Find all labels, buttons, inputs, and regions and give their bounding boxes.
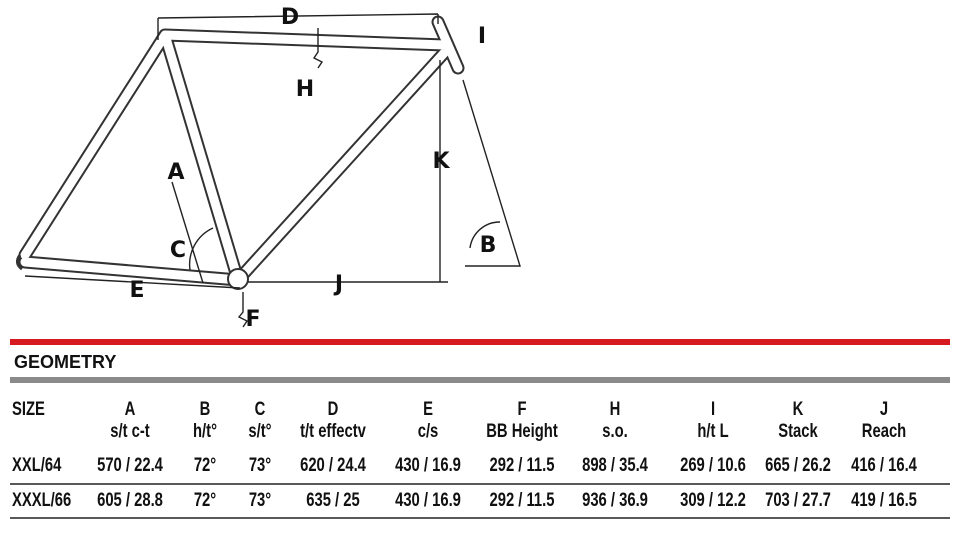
column-letter: F [517,398,526,419]
column-letter: E [423,398,433,419]
table-cell: 605 / 28.8 [97,489,163,510]
diagram-label: H [296,77,314,102]
table-cell: 570 / 22.4 [97,454,163,475]
table-cell: 419 / 16.5 [851,489,917,510]
red-rule [10,339,950,345]
column-label: Reach [862,420,906,441]
diagram-label: B [480,233,497,258]
table-cell: 665 / 26.2 [765,454,831,475]
diagram-label: K [432,149,450,174]
table-cell: 635 / 25 [306,489,359,510]
column-letter: B [200,398,211,419]
column-label: Stack [778,420,818,441]
column-label: s.o. [602,420,627,441]
table-cell: 936 / 36.9 [582,489,648,510]
diagram-label: F [245,307,260,332]
table-cell: 430 / 16.9 [395,489,461,510]
table-cell: XXXL/66 [12,489,71,510]
diagram-label: A [167,160,184,185]
table-cell: 292 / 11.5 [489,489,554,510]
column-letter: J [880,398,888,419]
column-letter: I [711,398,715,419]
column-label: SIZE [12,398,45,419]
column-letter: D [328,398,339,419]
diagram-label: D [281,5,299,30]
column-letter: A [125,398,136,419]
diagram-label: I [478,24,486,49]
section-title: GEOMETRY [14,352,116,372]
column-label: h/t° [193,420,217,441]
table-cell: 72° [194,454,217,475]
table-cell: 703 / 27.7 [765,489,831,510]
table-cell: 269 / 10.6 [680,454,746,475]
column-letter: K [793,398,804,419]
table-cell: 620 / 24.4 [300,454,366,475]
column-label: BB Height [486,420,558,441]
diagram-label: J [333,272,343,297]
gray-rule [10,377,950,383]
table-cell: XXL/64 [12,454,62,475]
column-label: s/t° [248,420,271,441]
table-cell: 292 / 11.5 [489,454,554,475]
table-cell: 73° [249,454,272,475]
table-cell: 73° [249,489,272,510]
column-label: s/t c-t [110,420,150,441]
table-cell: 72° [194,489,217,510]
column-label: h/t L [697,420,728,441]
diagram-label: E [129,278,144,303]
column-letter: H [610,398,621,419]
column-letter: C [255,398,266,419]
frame-diagram: D I H K A C B J E F [15,5,521,332]
table-cell: 898 / 35.4 [582,454,648,475]
table-cell: 416 / 16.4 [851,454,917,475]
geometry-table: SIZE As/t c-t Bh/t° Cs/t° Dt/t effectv Ec/s FB… [12,398,917,510]
table-cell: 309 / 12.2 [680,489,746,510]
table-cell: 430 / 16.9 [395,454,461,475]
diagram-label: C [170,238,186,263]
column-label: t/t effectv [300,420,366,441]
column-label: c/s [418,420,439,441]
